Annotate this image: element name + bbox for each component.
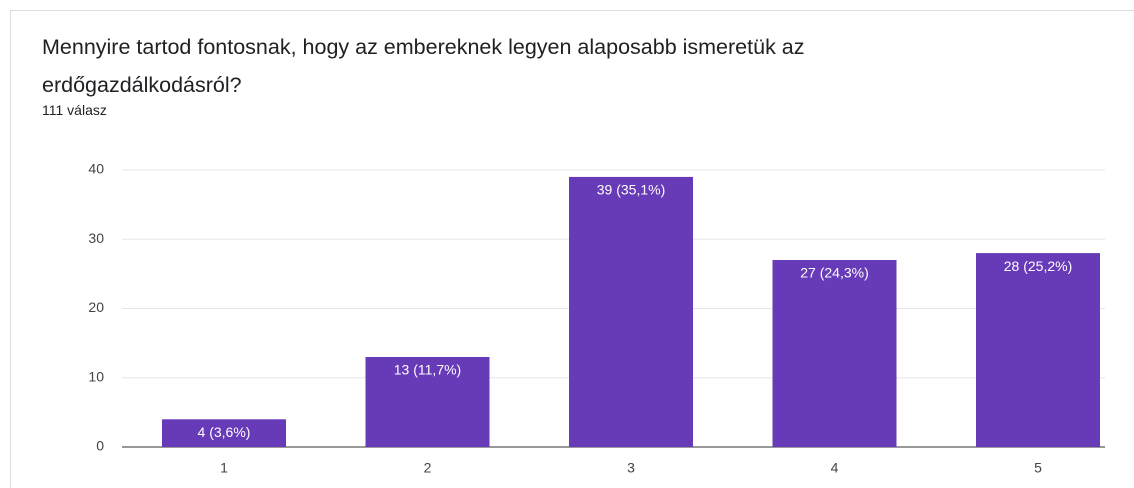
x-tick-label: 4 [831,460,839,476]
bar [772,260,897,447]
data-label: 4 (3,6%) [198,424,251,440]
x-tick-label: 3 [627,460,635,476]
y-tick-label: 20 [88,299,104,315]
bar [569,176,693,448]
x-tick-label: 5 [1034,460,1042,476]
data-label: 39 (35,1%) [597,182,665,198]
x-tick-label: 1 [220,460,228,476]
chart-title: Mennyire tartod fontosnak, hogy az ember… [42,35,805,97]
y-tick-label: 40 [88,161,104,177]
data-label: 27 (24,3%) [800,265,868,281]
y-tick-label: 10 [88,368,104,384]
y-tick-label: 30 [88,230,104,246]
data-label: 13 (11,7%) [394,362,461,378]
card [10,10,1134,488]
response-count: 111 válasz [42,102,107,118]
y-tick-label: 0 [96,438,104,454]
bar [162,419,286,447]
x-tick-label: 2 [424,460,432,476]
data-label: 28 (25,2%) [1004,258,1072,274]
bar [365,356,490,447]
bar [976,253,1100,447]
